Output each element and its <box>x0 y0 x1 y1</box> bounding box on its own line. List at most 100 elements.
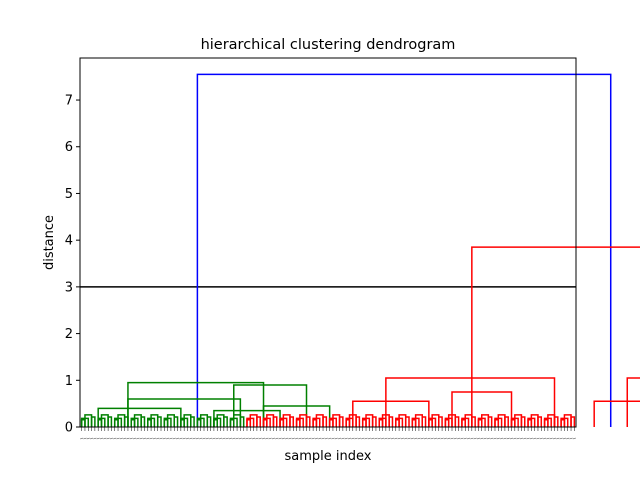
leaf-tick-label <box>265 437 269 440</box>
leaf-tick-label <box>228 437 233 440</box>
leaf-tick-label <box>126 437 130 440</box>
dendrogram-links <box>80 73 640 427</box>
leaf-link <box>272 416 278 427</box>
leaf-link <box>163 419 169 427</box>
leaf-tick-label <box>503 437 507 440</box>
leaf-tick-label <box>205 437 209 440</box>
leaf-tick-label <box>453 437 457 440</box>
merge-link <box>196 73 612 427</box>
leaf-tick-label <box>311 437 315 440</box>
y-tick-label: 5 <box>65 187 73 202</box>
leaf-tick-label <box>132 437 137 440</box>
leaf-link <box>421 416 427 427</box>
leaf-tick-label <box>331 437 335 440</box>
leaf-tick-label <box>490 437 494 440</box>
leaf-link <box>180 419 185 427</box>
leaf-tick-label <box>215 437 219 440</box>
leaf-tick-label <box>119 437 123 440</box>
leaf-tick-label <box>242 437 246 440</box>
leaf-tick-label <box>304 437 309 440</box>
leaf-tick-label <box>506 437 510 440</box>
leaf-tick-label <box>433 437 438 440</box>
leaf-tick-label <box>328 437 332 440</box>
y-tick-label: 1 <box>65 374 73 389</box>
leaf-tick-label <box>447 437 451 440</box>
leaf-tick-label <box>169 437 173 440</box>
leaf-link <box>90 416 96 427</box>
leaf-link <box>454 416 460 427</box>
leaf-tick-label <box>569 437 573 440</box>
leaf-tick-label <box>423 437 428 440</box>
leaf-tick-label <box>384 437 388 440</box>
leaf-tick-label <box>83 437 87 440</box>
leaf-link <box>322 416 328 427</box>
leaf-link <box>371 416 377 427</box>
leaf-link <box>190 416 195 427</box>
leaf-tick-label <box>318 437 322 440</box>
leaf-tick-label <box>321 437 325 440</box>
leaf-tick-label <box>129 437 133 440</box>
leaf-tick-label <box>450 437 454 440</box>
leaf-tick-label <box>275 437 279 440</box>
leaf-tick-label <box>308 437 312 440</box>
leaf-tick-label <box>199 437 203 440</box>
leaf-tick-label <box>136 437 140 440</box>
leaf-tick-label <box>202 437 206 440</box>
y-tick-label: 6 <box>65 140 73 155</box>
leaf-tick-label <box>209 437 213 440</box>
leaf-tick-label <box>427 437 431 440</box>
leaf-tick-label <box>258 437 262 440</box>
leaf-tick-label <box>109 437 114 440</box>
leaf-tick-label <box>476 437 481 440</box>
leaf-link <box>494 419 500 427</box>
leaf-link <box>156 416 162 427</box>
leaf-link <box>510 419 516 427</box>
leaf-tick-label <box>523 437 527 440</box>
leaf-tick-label <box>377 437 381 440</box>
leaf-tick-label <box>152 437 156 440</box>
leaf-tick-label <box>371 437 375 440</box>
leaf-tick-label <box>516 437 520 440</box>
leaf-tick-label <box>407 437 411 440</box>
leaf-tick-label <box>420 437 424 440</box>
leaf-tick-label <box>566 437 570 440</box>
leaf-tick-label <box>341 437 345 440</box>
leaf-tick-label <box>182 437 186 440</box>
leaf-tick-label <box>123 437 127 440</box>
leaf-link <box>444 419 450 427</box>
leaf-tick-label <box>225 437 229 440</box>
leaf-link <box>527 419 533 427</box>
leaf-link <box>338 416 344 427</box>
leaf-tick-label <box>255 437 259 440</box>
leaf-link <box>289 416 295 427</box>
leaf-tick-label <box>347 437 352 440</box>
leaf-tick-label <box>390 437 395 440</box>
leaf-tick-label <box>473 437 477 440</box>
leaf-link <box>487 416 493 427</box>
leaf-tick-label <box>285 437 289 440</box>
leaf-tick-label <box>93 437 97 440</box>
leaf-tick-label <box>539 437 543 440</box>
leaf-tick-label <box>351 437 355 440</box>
y-tick-label: 3 <box>65 280 73 295</box>
leaf-tick-label <box>572 437 576 440</box>
leaf-tick-label <box>417 437 421 440</box>
leaf-tick-label <box>232 437 236 440</box>
leaf-tick-label <box>380 437 385 440</box>
leaf-tick-label <box>509 437 514 440</box>
leaf-link <box>295 419 301 427</box>
leaf-tick-label <box>404 437 408 440</box>
merge-link <box>385 377 556 427</box>
leaf-link <box>553 416 559 427</box>
leaf-link <box>570 416 576 427</box>
leaf-link <box>537 416 543 427</box>
leaf-link <box>229 419 235 427</box>
leaf-tick-label <box>222 437 226 440</box>
leaf-tick-label <box>430 437 434 440</box>
leaf-tick-label <box>288 437 292 440</box>
leaf-tick-label <box>374 437 378 440</box>
leaf-tick-label <box>298 437 302 440</box>
leaf-link <box>305 416 311 427</box>
merge-link <box>451 391 513 427</box>
